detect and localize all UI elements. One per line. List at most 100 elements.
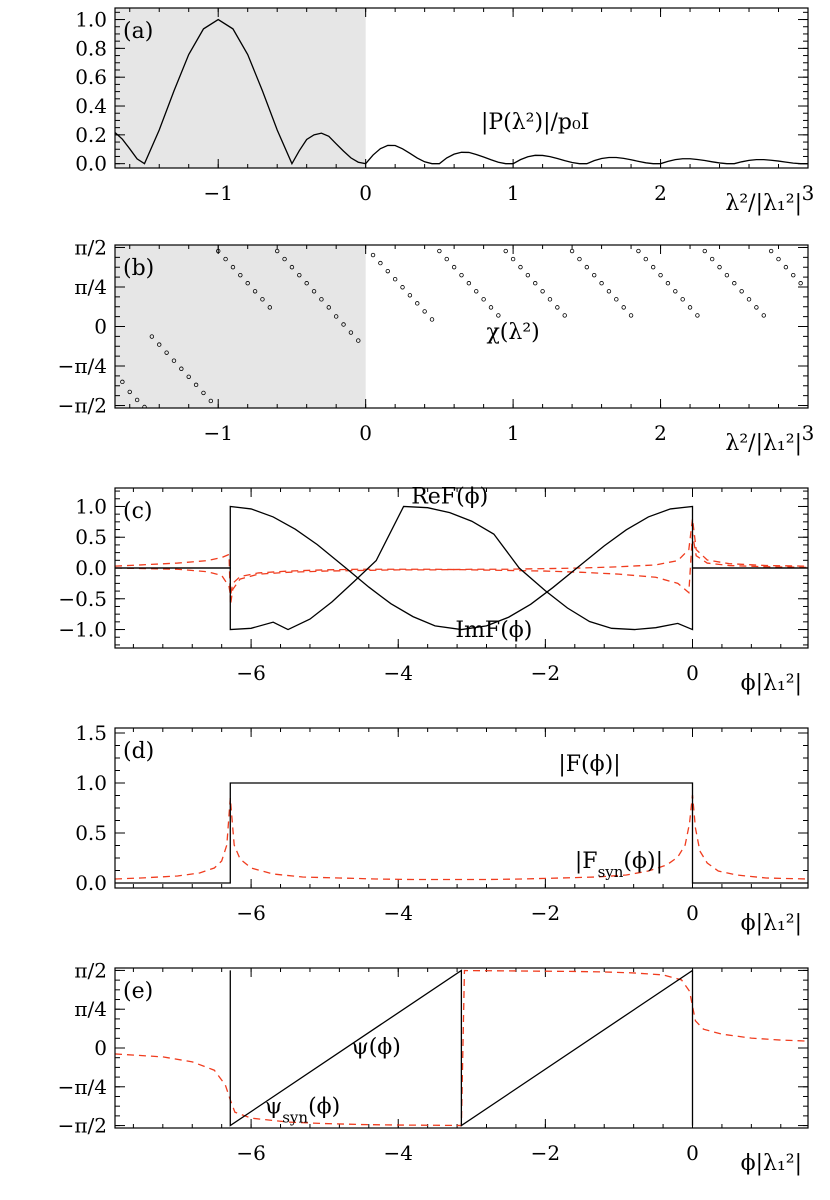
data-point — [193, 382, 199, 388]
data-point — [540, 289, 545, 294]
series-line-black — [229, 969, 694, 1127]
data-point — [791, 272, 796, 278]
x-tick-label: −2 — [531, 1141, 560, 1165]
plot-frame — [114, 727, 809, 889]
data-point — [768, 248, 774, 254]
data-point — [510, 256, 516, 262]
data-point — [444, 256, 449, 262]
data-point — [451, 264, 457, 270]
y-tick-label: 0.0 — [75, 152, 107, 176]
data-point — [267, 305, 273, 310]
data-point — [238, 272, 243, 278]
x-tick-label: −1 — [203, 181, 232, 205]
panel-label: (b) — [123, 256, 154, 281]
x-tick-label: 2 — [654, 181, 667, 205]
curve-label: ψ(ϕ) — [351, 1035, 400, 1060]
curve-label: ψsyn(ϕ) — [265, 1095, 340, 1127]
y-tick-label: 0.4 — [75, 94, 107, 118]
data-point — [149, 334, 155, 339]
y-tick-label: −1.0 — [58, 618, 107, 642]
data-point — [754, 305, 759, 310]
x-tick-label: 3 — [802, 421, 815, 445]
y-tick-label: 1.0 — [75, 771, 107, 795]
curve-label: ImF(ϕ) — [455, 618, 532, 643]
data-point — [297, 272, 302, 278]
x-tick-label: −4 — [383, 1141, 412, 1165]
y-tick-label: 0.0 — [75, 871, 107, 895]
x-tick-label: 3 — [802, 181, 815, 205]
data-point — [216, 248, 221, 254]
data-point — [385, 268, 390, 274]
data-point — [289, 264, 295, 270]
data-point — [223, 256, 228, 262]
data-point — [525, 272, 531, 278]
y-tick-label: 1.5 — [75, 721, 107, 745]
y-tick-label: −π/4 — [58, 354, 107, 378]
curve-label: |P(λ²)|/p₀I — [481, 110, 590, 135]
data-point — [488, 305, 494, 310]
data-point — [171, 358, 177, 363]
y-tick-label: 0.6 — [75, 65, 107, 89]
panel-e: −6 −4 −2 0 −π/2 −π/4 0 π/4 π/2 (e) ϕ|λ₁²| ψ(ϕ) ψsyn(… — [58, 958, 809, 1176]
series-line-red — [115, 534, 808, 596]
data-point — [230, 264, 236, 270]
data-point — [274, 248, 280, 254]
series-line-red — [115, 969, 808, 1127]
curve-label: ReF(ϕ) — [411, 484, 488, 509]
data-point — [378, 260, 383, 266]
y-tick-label: 0.2 — [75, 123, 107, 147]
data-point — [127, 389, 132, 395]
x-tick-label: 0 — [359, 181, 372, 205]
curve-label: |F(ϕ)| — [558, 752, 620, 777]
series-line-black — [115, 505, 808, 631]
curve-label: |Fsyn(ϕ)| — [575, 849, 663, 881]
series-line-red — [115, 794, 808, 881]
x-tick-label: −6 — [236, 1141, 265, 1165]
data-point — [533, 281, 538, 286]
x-axis-label: ϕ|λ₁²| — [741, 671, 802, 696]
data-point — [717, 264, 722, 270]
y-tick-label: −π/2 — [58, 1114, 107, 1138]
plot-frame — [114, 487, 809, 649]
data-point — [304, 281, 309, 286]
shaded-region — [115, 8, 366, 168]
data-point — [179, 366, 184, 371]
data-point — [134, 397, 140, 403]
panel-label: (e) — [123, 979, 153, 1004]
data-point — [732, 281, 737, 286]
data-point — [341, 322, 346, 327]
data-point — [614, 297, 619, 302]
y-tick-label: −π/4 — [58, 1075, 107, 1099]
data-point — [333, 314, 339, 319]
x-tick-label: −6 — [236, 901, 265, 925]
x-axis-label: λ²/|λ₁²| — [725, 431, 802, 456]
x-tick-label: −2 — [531, 901, 560, 925]
series-line-black — [115, 505, 808, 631]
y-tick-label: 0 — [94, 1036, 107, 1060]
plot-frame — [114, 967, 809, 1129]
panel-label: (a) — [123, 19, 153, 44]
data-point — [260, 297, 265, 302]
plot-frame — [114, 244, 809, 409]
data-point — [474, 289, 479, 294]
data-point — [599, 281, 604, 286]
data-point — [186, 374, 191, 380]
shaded-region — [115, 245, 366, 408]
panel-d: −6 −4 −2 0 0.0 0.5 1.0 1.5 (d) ϕ|λ₁²| |F(ϕ)| |Fsyn(… — [75, 721, 809, 936]
y-tick-label: 0.5 — [75, 821, 107, 845]
y-tick-label: π/4 — [74, 997, 107, 1021]
data-point — [326, 305, 331, 310]
data-point — [142, 404, 147, 408]
data-point — [201, 390, 206, 396]
x-tick-label: 2 — [654, 421, 667, 445]
panel-b: −1 0 1 2 3 −π/2 −π/4 0 π/4 π/2 (b) λ²/|λ₁²| χ(λ²) — [58, 235, 815, 456]
y-tick-label: 0.5 — [75, 525, 107, 549]
data-point — [481, 297, 486, 302]
data-point — [724, 272, 730, 278]
plot-frame — [114, 7, 809, 169]
x-axis-label: ϕ|λ₁²| — [741, 911, 802, 936]
data-point — [356, 338, 361, 343]
panel-a: −1 0 1 2 3 0.0 0.2 0.4 0.6 0.8 1.0 (a) λ²/|λ₁²| |P(λ²… — [75, 7, 815, 216]
data-point — [422, 309, 427, 314]
data-point — [628, 313, 634, 318]
